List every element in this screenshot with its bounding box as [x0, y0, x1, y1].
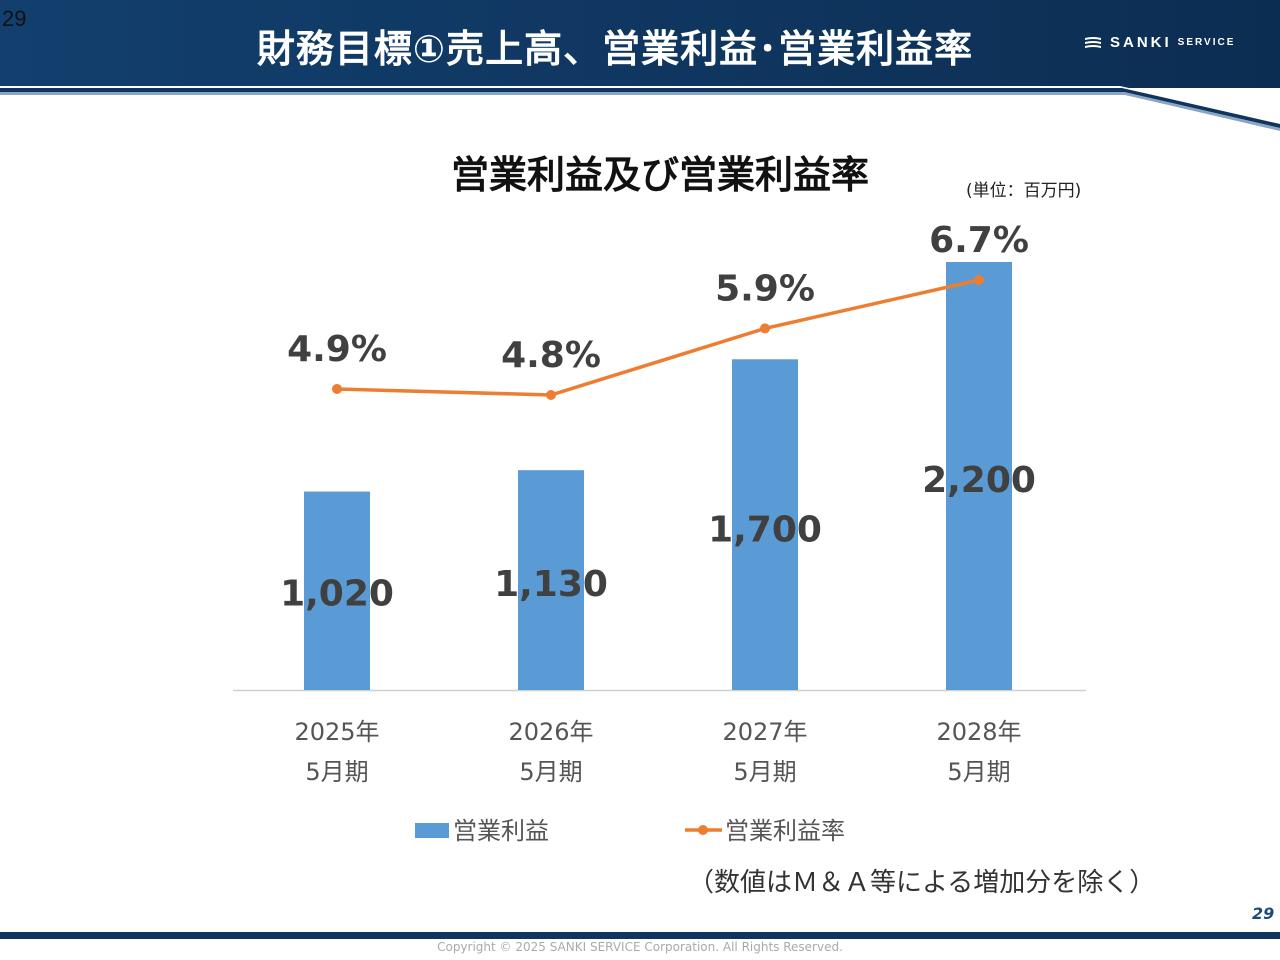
copyright: Copyright © 2025 SANKI SERVICE Corporati…	[437, 940, 843, 954]
bar-value-label: 1,020	[280, 574, 394, 615]
x-tick-label-year: 2026年	[508, 718, 593, 746]
chart-title: 営業利益及び営業利益率	[450, 153, 869, 197]
page-number: 29	[1252, 904, 1275, 923]
page-title: 財務目標①売上高、営業利益･営業利益率	[256, 27, 974, 71]
logo-text-sub: SERVICE	[1177, 37, 1236, 48]
bar-1	[304, 491, 370, 690]
rate-value-label: 5.9%	[715, 268, 815, 309]
header-swoosh	[0, 86, 1280, 132]
legend-bar-swatch	[415, 823, 449, 838]
x-tick-label-period: 5月期	[733, 758, 796, 786]
rate-line	[336, 278, 980, 397]
x-tick-label-year: 2027年	[722, 718, 807, 746]
legend-line-marker	[698, 825, 708, 835]
bar-4	[946, 262, 1012, 690]
x-tick-label-period: 5月期	[519, 758, 582, 786]
header-bar	[0, 0, 1280, 88]
company-logo: SANKI SERVICE	[1084, 34, 1235, 51]
rate-point-1	[332, 383, 342, 394]
logo-mark-icon	[1085, 36, 1101, 48]
bar-3	[732, 359, 798, 690]
unit-label: (単位：百万円)	[966, 181, 1082, 201]
bar-value-label: 1,130	[494, 564, 608, 605]
bar-2	[518, 470, 584, 690]
x-tick-label-year: 2028年	[936, 718, 1021, 746]
page-corner-number: 29	[2, 6, 27, 31]
rate-point-4	[974, 275, 984, 285]
legend-line-label: 営業利益率	[725, 817, 845, 845]
x-tick-label-year: 2025年	[294, 718, 379, 746]
rate-point-3	[760, 323, 770, 334]
x-tick-label-period: 5月期	[305, 758, 368, 786]
bar-value-label: 2,200	[922, 460, 1036, 501]
logo-text-main: SANKI	[1110, 34, 1172, 51]
footer-bar	[0, 932, 1280, 939]
x-tick-label-period: 5月期	[947, 758, 1010, 786]
rate-point-2	[546, 390, 556, 400]
bar-value-label: 1,700	[708, 509, 822, 550]
rate-value-label: 4.9%	[287, 329, 387, 370]
legend-bar-label: 営業利益	[453, 817, 549, 845]
rate-value-label: 6.7%	[929, 220, 1029, 261]
footnote: （数値はＭ＆Ａ等による増加分を除く）	[688, 868, 1156, 898]
rate-value-label: 4.8%	[501, 335, 601, 376]
